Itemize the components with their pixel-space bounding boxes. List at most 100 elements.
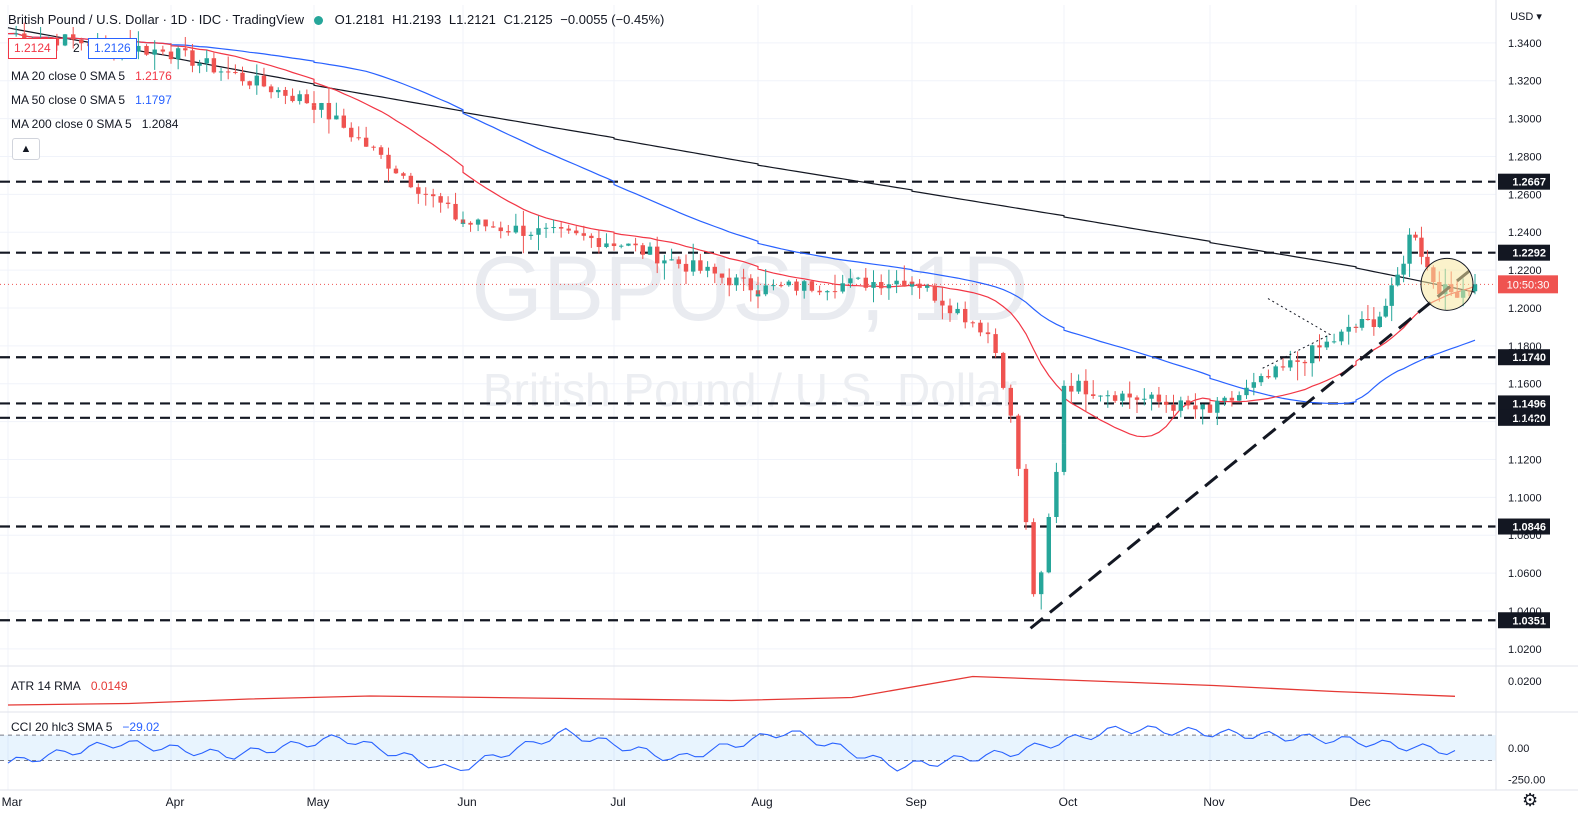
sell-price-button[interactable]: 1.2124 (8, 38, 57, 59)
candle-body (543, 227, 549, 229)
level-tag (1498, 244, 1550, 261)
time-label: Dec (1349, 795, 1370, 809)
candle-body (940, 300, 945, 306)
candle-body (1142, 398, 1147, 400)
candle-body (734, 277, 739, 286)
candle-body (341, 115, 346, 128)
time-label: Sep (905, 795, 927, 809)
candle-body (371, 146, 376, 148)
candle-body (894, 280, 899, 285)
price-tick-label: 1.0800 (1508, 530, 1542, 542)
candle-body (1395, 274, 1400, 286)
candle-body (1295, 360, 1300, 362)
candle-body (1258, 376, 1264, 383)
candle-body (683, 263, 689, 272)
candle-body (640, 245, 645, 255)
candle-body (985, 332, 991, 335)
candle-body (611, 243, 617, 247)
candle-body (1237, 395, 1242, 401)
cci-label: CCI 20 hlc3 SMA 5 (11, 720, 113, 734)
candle-body (491, 226, 496, 228)
ma20-legend[interactable]: MA 20 close 0 SMA 5 1.2176 (11, 69, 172, 83)
level-tag (1498, 349, 1550, 366)
candle-body (741, 277, 746, 279)
candle-body (1251, 382, 1256, 388)
candle-body (863, 277, 868, 288)
candle-body (1083, 380, 1089, 395)
candle-body (334, 115, 339, 120)
symbol-title[interactable]: British Pound / U.S. Dollar · 1D · IDC ·… (8, 12, 304, 27)
cci-legend[interactable]: CCI 20 hlc3 SMA 5 −29.02 (11, 720, 159, 734)
candle-body (1331, 341, 1337, 343)
candle-body (1164, 401, 1169, 405)
ma200-value: 1.2084 (141, 117, 179, 131)
gear-icon[interactable]: ⚙ (1522, 790, 1539, 810)
price-tick-label: 1.2200 (1508, 265, 1542, 277)
drawings (1029, 257, 1476, 630)
time-label: Apr (166, 795, 185, 809)
candle-body (1401, 263, 1406, 275)
level-label: 1.1420 (1512, 413, 1546, 425)
candle-body (1054, 471, 1059, 517)
candle-body (1046, 516, 1051, 573)
candle-body (925, 285, 930, 288)
candle-body (254, 75, 259, 86)
candle-body (297, 94, 302, 102)
candle-body (1346, 326, 1351, 332)
candle-body (794, 281, 799, 291)
candle-body (1407, 234, 1412, 264)
currency-label: USD ▾ (1510, 11, 1542, 23)
candle-body (1222, 397, 1227, 401)
candle-body (917, 283, 922, 288)
ma200-legend[interactable]: MA 200 close 0 SMA 5 1.2084 (11, 117, 178, 131)
candle-body (1156, 394, 1162, 402)
price-tick-label: 1.2400 (1508, 227, 1542, 239)
symbol-header: British Pound / U.S. Dollar · 1D · IDC ·… (8, 12, 668, 27)
collapse-legend-button[interactable]: ▲ (12, 138, 40, 160)
candle-body (655, 246, 660, 264)
price-axis[interactable]: 1.2667 1.2292 1.1740 1.1496 1.1420 1.0846 1.03… (1495, 0, 1558, 790)
candle-body (416, 187, 421, 194)
candle-body (386, 154, 391, 169)
atr-legend[interactable]: ATR 14 RMA 0.0149 (11, 679, 128, 693)
candle-body (1339, 331, 1344, 342)
ma50-legend[interactable]: MA 50 close 0 SMA 5 1.1797 (11, 93, 172, 107)
time-axis[interactable]: Mar Apr May Jun Jul Aug Sep Oct Nov Dec (0, 789, 1578, 809)
candle-body (445, 202, 451, 204)
market-status-icon (313, 16, 323, 26)
time-label: Jun (457, 795, 476, 809)
candle-body (712, 266, 717, 274)
candle-body (1171, 404, 1176, 411)
candle-body (1023, 468, 1029, 523)
level-label: 1.2667 (1512, 177, 1546, 189)
candle-body (197, 63, 202, 66)
candle-body (1134, 397, 1140, 400)
buy-price-button[interactable]: 1.2126 (88, 38, 137, 59)
candle-body (840, 283, 845, 292)
candle-body (311, 105, 317, 110)
price-tick-label: 1.2800 (1508, 151, 1542, 163)
candle-body (79, 39, 84, 44)
candle-body (755, 294, 761, 297)
candle-body (1193, 405, 1198, 410)
candle-body (175, 48, 181, 60)
pennant-triangle (1261, 298, 1332, 370)
candle-body (1185, 400, 1191, 406)
candle-body (204, 58, 209, 64)
candle-body (698, 260, 703, 271)
trend-line (1029, 265, 1476, 630)
candle-body (963, 308, 968, 323)
candle-body (1383, 305, 1388, 317)
atr-line (7, 675, 1456, 706)
candle-body (438, 196, 443, 203)
ma50-value: 1.1797 (135, 93, 172, 107)
candle-body (160, 49, 166, 52)
moving-average-lines (7, 27, 1476, 438)
candle-body (378, 147, 384, 155)
price-tick-label: 1.1200 (1508, 454, 1542, 466)
candle-body (619, 245, 624, 247)
candle-body (662, 260, 667, 264)
indicator-panes: 0.0200 0.00 -250.00 (0, 665, 1578, 787)
candle-body (268, 86, 274, 93)
